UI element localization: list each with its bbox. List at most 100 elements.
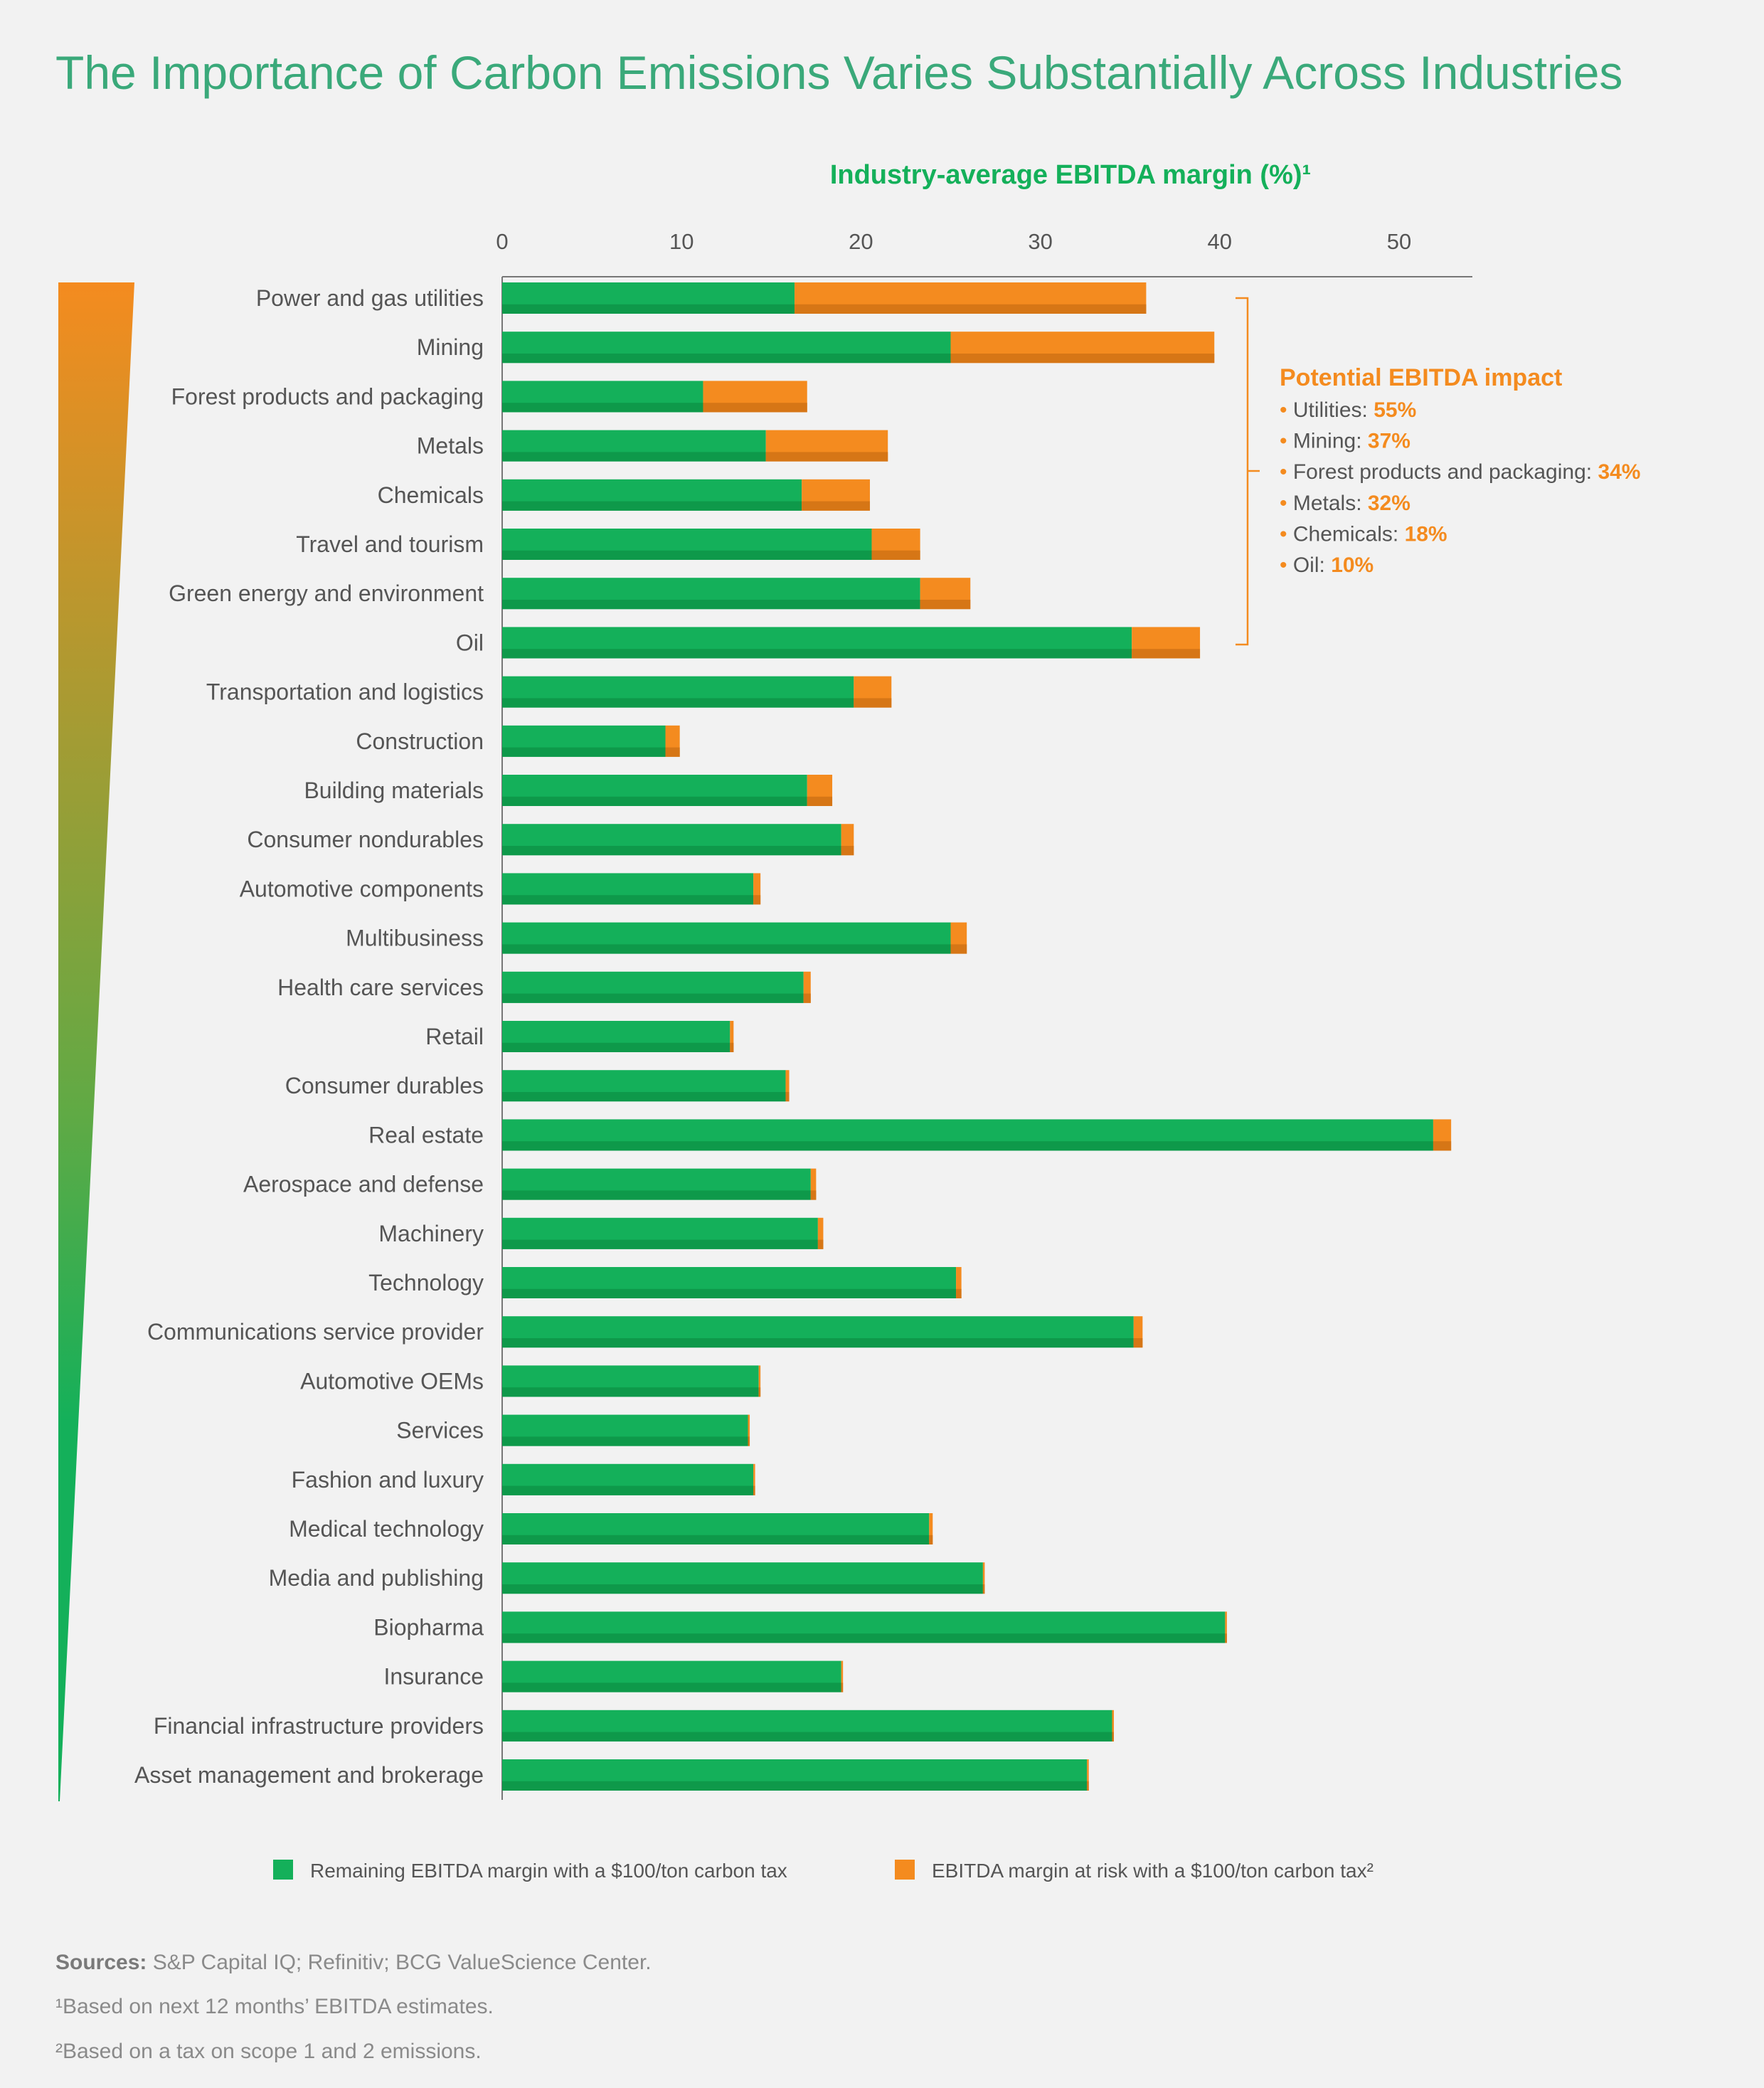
bar-remaining-shade bbox=[502, 944, 951, 954]
bar-at-risk bbox=[753, 873, 761, 905]
annotation-label: Oil: bbox=[1293, 553, 1331, 577]
bar-at-risk-shade bbox=[802, 501, 871, 511]
bar-remaining-shade bbox=[502, 796, 807, 806]
bar-at-risk bbox=[1112, 1710, 1115, 1742]
category-label: Power and gas utilities bbox=[256, 285, 484, 311]
bar-remaining-shade bbox=[502, 1338, 1134, 1348]
bar-at-risk-shade bbox=[1225, 1633, 1227, 1643]
bar-at-risk-shade bbox=[810, 1190, 817, 1200]
category-label: Automotive components bbox=[240, 876, 484, 901]
bar-remaining-shade bbox=[502, 1682, 841, 1692]
category-label: Aerospace and defense bbox=[243, 1172, 484, 1197]
sources-note: Sources: S&P Capital IQ; Refinitiv; BCG … bbox=[55, 1951, 652, 1975]
bar-remaining-shade bbox=[502, 747, 666, 757]
bar-at-risk-shade bbox=[795, 304, 1147, 314]
category-label: Technology bbox=[368, 1270, 484, 1295]
bar-remaining-shade bbox=[502, 895, 754, 905]
annotation-label: Metals: bbox=[1293, 492, 1368, 515]
bar-at-risk bbox=[785, 1070, 790, 1102]
bar-remaining-shade bbox=[502, 1436, 748, 1446]
bar-at-risk bbox=[803, 971, 811, 1003]
bar-remaining-shade bbox=[502, 1485, 754, 1495]
x-tick-label: 10 bbox=[669, 229, 694, 254]
legend-swatch-at-risk bbox=[895, 1860, 915, 1880]
bar-remaining-shade bbox=[502, 1092, 786, 1102]
category-label: Asset management and brokerage bbox=[134, 1762, 484, 1788]
x-tick-label: 30 bbox=[1028, 229, 1052, 254]
bar-at-risk-shade bbox=[841, 1682, 844, 1692]
category-label: Metals bbox=[417, 433, 484, 459]
bullet: • bbox=[1280, 430, 1293, 453]
bar-remaining-shade bbox=[502, 600, 920, 610]
x-tick-label: 50 bbox=[1387, 229, 1411, 254]
bar-at-risk-shade bbox=[703, 403, 807, 413]
category-label: Multibusiness bbox=[346, 926, 484, 951]
category-label: Consumer nondurables bbox=[247, 827, 484, 852]
category-label: Transportation and logistics bbox=[206, 679, 484, 705]
bar-remaining-shade bbox=[502, 1288, 957, 1298]
bar-at-risk-shade bbox=[817, 1239, 824, 1249]
bar-at-risk-shade bbox=[785, 1092, 790, 1102]
annotation-value: 32% bbox=[1368, 492, 1410, 515]
category-label: Health care services bbox=[277, 975, 484, 1000]
bar-at-risk-shade bbox=[950, 944, 967, 954]
x-tick-label: 40 bbox=[1208, 229, 1232, 254]
bar-at-risk-shade bbox=[1133, 1338, 1143, 1348]
bar-remaining-shade bbox=[502, 1190, 811, 1200]
x-axis-title: Industry-average EBITDA margin (%)¹ bbox=[830, 160, 1311, 190]
bar-at-risk bbox=[758, 1365, 761, 1397]
category-label: Insurance bbox=[383, 1664, 484, 1690]
category-label: Automotive OEMs bbox=[300, 1368, 484, 1394]
bar-at-risk-shade bbox=[871, 550, 920, 560]
annotation-label: Forest products and packaging: bbox=[1293, 460, 1598, 484]
category-label: Biopharma bbox=[373, 1614, 484, 1640]
sources-label: Sources: bbox=[55, 1951, 147, 1974]
bar-remaining-shade bbox=[502, 1781, 1088, 1791]
annotation-item: • Metals: 32% bbox=[1280, 492, 1410, 515]
category-label: Retail bbox=[425, 1024, 484, 1049]
legend-swatch-remaining bbox=[273, 1860, 293, 1880]
bullet: • bbox=[1280, 522, 1293, 546]
category-label: Fashion and luxury bbox=[292, 1467, 484, 1493]
bar-at-risk-shade bbox=[1112, 1732, 1115, 1742]
bar-at-risk-shade bbox=[730, 1042, 734, 1052]
category-label: Chemicals bbox=[378, 482, 484, 508]
category-label: Construction bbox=[356, 728, 484, 754]
bar-at-risk-shade bbox=[758, 1387, 761, 1397]
bar-at-risk bbox=[730, 1021, 734, 1052]
bar-remaining-shade bbox=[502, 1387, 759, 1397]
chart-title: The Importance of Carbon Emissions Varie… bbox=[55, 46, 1623, 99]
bar-at-risk-shade bbox=[765, 452, 888, 462]
bar-at-risk bbox=[748, 1414, 750, 1446]
bar-remaining-shade bbox=[502, 1535, 930, 1544]
x-tick-label: 20 bbox=[849, 229, 873, 254]
category-label: Services bbox=[396, 1418, 484, 1443]
annotation-item: • Oil: 10% bbox=[1280, 553, 1374, 577]
annotation-item: • Mining: 37% bbox=[1280, 430, 1410, 453]
bar-at-risk-shade bbox=[929, 1535, 933, 1544]
bar-remaining-shade bbox=[502, 846, 841, 856]
bar-at-risk bbox=[1087, 1759, 1089, 1791]
bar-remaining-shade bbox=[502, 649, 1132, 659]
bar-at-risk bbox=[841, 1660, 844, 1692]
category-label: Forest products and packaging bbox=[171, 383, 484, 409]
category-label: Media and publishing bbox=[269, 1565, 484, 1591]
bar-at-risk-shade bbox=[665, 747, 680, 757]
legend-label-at-risk: EBITDA margin at risk with a $100/ton ca… bbox=[932, 1860, 1374, 1882]
bar-remaining-shade bbox=[502, 403, 703, 413]
bar-remaining-shade bbox=[502, 1042, 730, 1052]
annotation-label: Utilities: bbox=[1293, 398, 1374, 422]
bar-at-risk-shade bbox=[920, 600, 971, 610]
annotation-value: 10% bbox=[1331, 553, 1374, 577]
bar-at-risk bbox=[1225, 1611, 1227, 1643]
bar-remaining-shade bbox=[502, 452, 766, 462]
bar-remaining-shade bbox=[502, 501, 802, 511]
bar-at-risk-shade bbox=[1132, 649, 1201, 659]
bar-at-risk-shade bbox=[956, 1288, 962, 1298]
bar-at-risk-shade bbox=[1433, 1141, 1452, 1151]
category-label: Green energy and environment bbox=[169, 581, 484, 606]
bar-at-risk bbox=[817, 1217, 824, 1249]
bar-remaining-shade bbox=[502, 993, 804, 1003]
bar-at-risk-shade bbox=[753, 1485, 755, 1495]
